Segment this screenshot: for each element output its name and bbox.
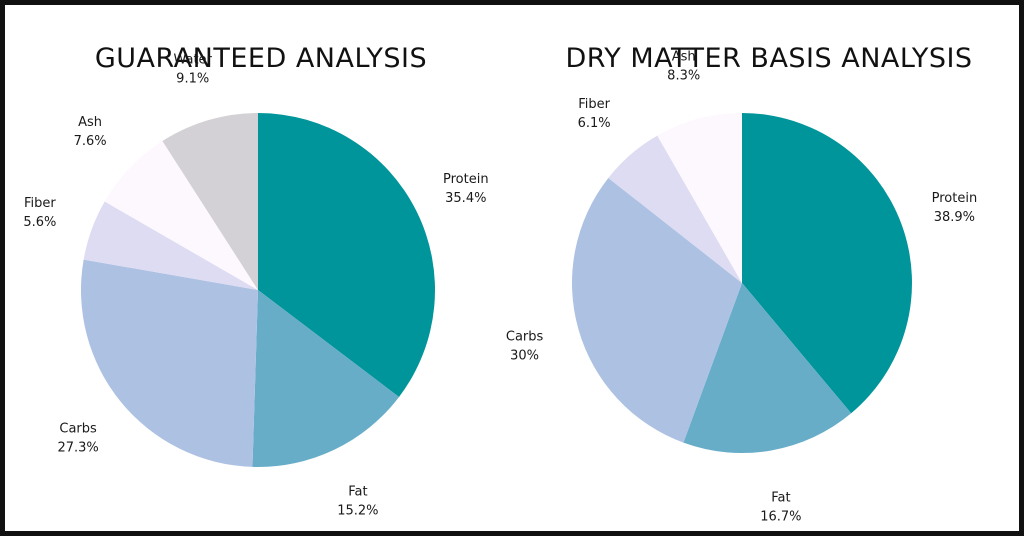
- slice-label-ash: Ash: [78, 115, 102, 130]
- chart-title-guaranteed-analysis: GUARANTEED ANALYSIS: [94, 43, 428, 74]
- pie-slice-fiber: [608, 135, 742, 283]
- slice-label-fiber: Fiber: [578, 97, 610, 112]
- slice-label-fat: Fat: [348, 484, 367, 499]
- pie-slice-ash: [104, 141, 259, 290]
- pie-slice-fat: [252, 290, 400, 467]
- pie-slice-water: [162, 113, 258, 290]
- slice-value-protein: 35.4%: [445, 191, 486, 206]
- slice-value-fat: 15.2%: [337, 503, 378, 518]
- pie-slice-fat: [683, 283, 852, 453]
- slice-label-carbs: Carbs: [506, 330, 544, 345]
- slice-label-water: Water: [173, 52, 212, 67]
- slice-value-water: 9.1%: [176, 71, 209, 86]
- slice-label-fat: Fat: [771, 491, 790, 506]
- pie-slice-fiber: [83, 201, 258, 290]
- slice-value-ash: 8.3%: [667, 69, 700, 84]
- slice-value-fiber: 6.1%: [578, 116, 611, 131]
- slice-value-protein: 38.9%: [934, 210, 975, 225]
- pie-slice-ash: [657, 113, 742, 283]
- slice-label-fiber: Fiber: [24, 196, 56, 211]
- slice-label-carbs: Carbs: [59, 422, 97, 437]
- slice-value-ash: 7.6%: [74, 134, 107, 149]
- slice-label-protein: Protein: [932, 191, 978, 206]
- slice-value-carbs: 27.3%: [57, 441, 98, 456]
- slice-value-fiber: 5.6%: [23, 215, 56, 230]
- pie-slice-carbs: [81, 259, 258, 467]
- pie-slice-protein: [742, 113, 912, 414]
- slice-label-ash: Ash: [672, 50, 696, 65]
- chart-title-dry-matter-basis-analysis: DRY MATTER BASIS ANALYSIS: [565, 43, 973, 74]
- slice-value-carbs: 30%: [510, 349, 539, 364]
- pie-slice-protein: [258, 113, 435, 397]
- slice-label-protein: Protein: [443, 172, 489, 187]
- pie-slice-carbs: [571, 177, 742, 443]
- slice-value-fat: 16.7%: [760, 510, 801, 525]
